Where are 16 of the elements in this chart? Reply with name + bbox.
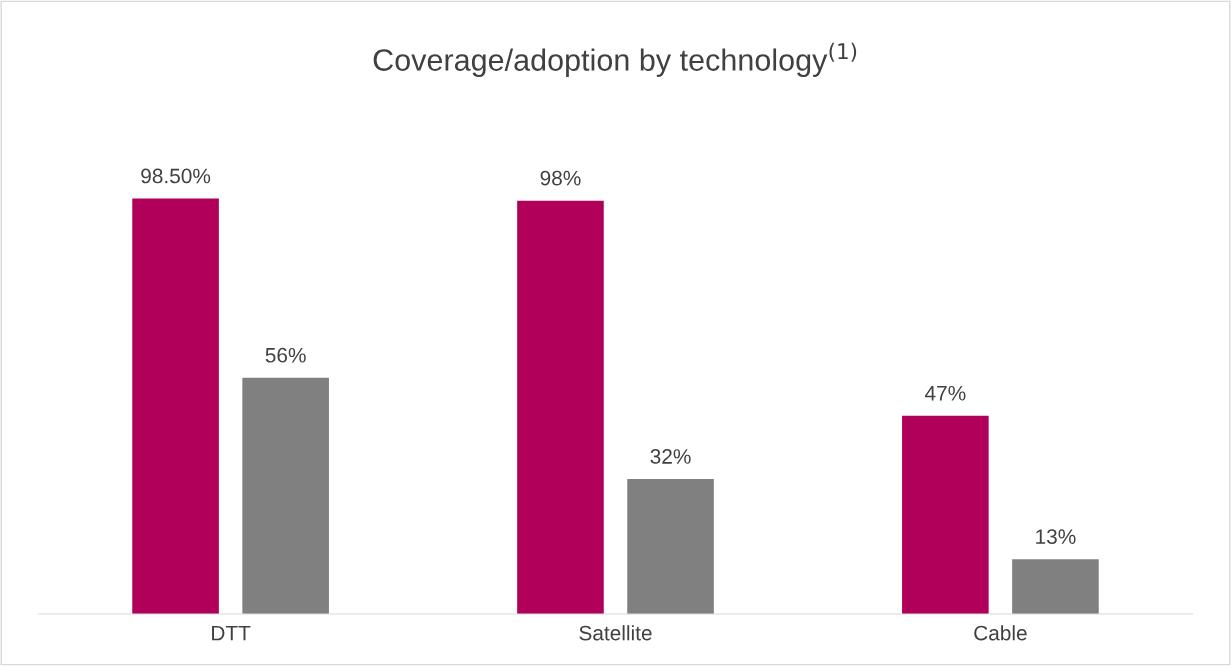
- data-label: 13%: [1036, 529, 1076, 544]
- data-label: 98%: [540, 170, 581, 186]
- data-label: 98.50%: [141, 168, 211, 184]
- x-tick-label: Cable: [974, 625, 1027, 641]
- x-tick-label: DTT: [212, 625, 251, 641]
- data-label: 47%: [924, 385, 966, 401]
- chart-title: Coverage/adoption by technology$^{(1)}$: [373, 42, 857, 77]
- bar: [132, 198, 219, 615]
- x-tick-label: Satellite: [579, 625, 652, 641]
- bar: [627, 479, 714, 615]
- bar: [902, 415, 989, 615]
- data-label: 32%: [650, 449, 691, 464]
- bar: [242, 377, 329, 615]
- bar: [517, 200, 604, 615]
- bar: [1012, 559, 1099, 615]
- data-label: 56%: [265, 347, 306, 363]
